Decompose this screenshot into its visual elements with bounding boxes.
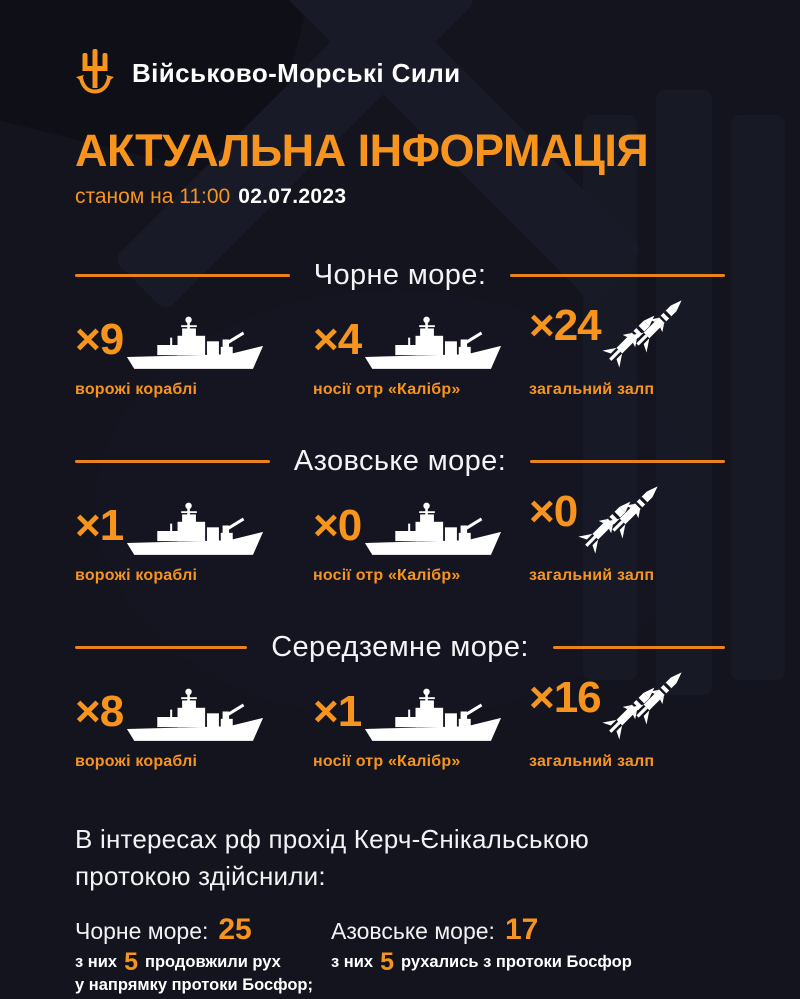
count-value: ×16	[529, 673, 602, 723]
stat-label: носії отр «Калібр»	[313, 752, 461, 770]
passage-detail-line2: у напрямку протоки Босфор;	[75, 976, 313, 995]
stat-kalibr-carriers: ×4 носії отр «Калібр»	[313, 298, 529, 399]
count-value: ×1	[75, 501, 124, 551]
stat-total-salvo: ×24 загальний залп	[529, 298, 725, 399]
passage-detail: продовжили рух	[144, 953, 281, 972]
kerch-heading: В інтересах рф прохід Керч-Єнікальською …	[75, 823, 589, 891]
section-title: Азовське море:	[293, 444, 507, 477]
warship-icon	[364, 316, 502, 374]
missiles-icon	[587, 290, 697, 374]
divider-line	[530, 459, 725, 463]
count-value: ×8	[75, 687, 124, 737]
count-value: ×9	[75, 315, 124, 365]
section-header-mediterranean-sea: Середземне море:	[75, 630, 726, 664]
stat-label: ворожі кораблі	[75, 380, 198, 398]
passage-detail: рухались з протоки Босфор	[400, 953, 632, 972]
stat-kalibr-carriers: ×0 носії отр «Калібр»	[313, 484, 529, 585]
org-name: Військово-Морські Сили	[132, 57, 461, 88]
section-title: Чорне море:	[313, 258, 487, 291]
kerch-column-azov-sea: Азовське море: 17 з них 5 рухались з про…	[331, 912, 725, 995]
divider-line	[510, 273, 726, 277]
count-value: ×0	[529, 487, 578, 537]
passage-total: 17	[504, 912, 539, 946]
sea-name: Чорне море:	[75, 917, 209, 944]
stats-row-black-sea: ×9 ворожі кораблі ×4 носії отр «Калібр» …	[75, 298, 725, 399]
stats-row-azov-sea: ×1 ворожі кораблі ×0 носії отр «Калібр» …	[75, 484, 725, 585]
stat-total-salvo: ×0 загальний залп	[529, 484, 725, 585]
passage-subcount: 5	[380, 948, 394, 977]
of-them-label: з них	[75, 953, 118, 972]
stat-kalibr-carriers: ×1 носії отр «Калібр»	[313, 670, 529, 771]
count-value: ×0	[313, 501, 362, 551]
divider-line	[75, 459, 270, 463]
stat-label: загальний залп	[529, 380, 655, 398]
sea-name: Азовське море:	[331, 917, 495, 944]
stats-row-mediterranean-sea: ×8 ворожі кораблі ×1 носії отр «Калібр» …	[75, 670, 725, 771]
stat-label: ворожі кораблі	[75, 752, 198, 770]
section-header-azov-sea: Азовське море:	[75, 445, 725, 478]
stat-label: носії отр «Калібр»	[313, 380, 461, 398]
warship-icon	[364, 688, 502, 746]
missiles-icon	[563, 476, 673, 560]
stat-label: носії отр «Калібр»	[313, 566, 461, 584]
stat-enemy-ships: ×1 ворожі кораблі	[75, 484, 313, 585]
report-date: 02.07.2023	[238, 184, 347, 208]
count-value: ×24	[529, 301, 602, 351]
divider-line	[552, 645, 726, 649]
stat-enemy-ships: ×9 ворожі кораблі	[75, 298, 313, 399]
kerch-passage-block: В інтересах рф прохід Керч-Єнікальською …	[75, 821, 725, 995]
missiles-icon	[587, 662, 697, 746]
count-value: ×4	[313, 315, 362, 365]
of-them-label: з них	[331, 953, 374, 972]
warship-icon	[126, 688, 264, 746]
section-header-black-sea: Чорне море:	[75, 258, 726, 292]
passage-subcount: 5	[124, 948, 138, 977]
kerch-columns: Чорне море: 25 з них 5 продовжили рух у …	[75, 912, 725, 995]
warship-icon	[126, 502, 264, 560]
passage-total: 25	[218, 912, 252, 946]
count-value: ×1	[313, 687, 362, 737]
kerch-column-black-sea: Чорне море: 25 з них 5 продовжили рух у …	[75, 912, 331, 995]
divider-line	[75, 273, 290, 277]
brand-header: Військово-Морські Сили	[75, 0, 725, 98]
page-title: АКТУАЛЬНА ІНФОРМАЦІЯ	[75, 125, 649, 176]
section-title: Середземне море:	[271, 630, 529, 663]
stat-label: загальний залп	[529, 752, 655, 770]
stat-label: ворожі кораблі	[75, 566, 198, 584]
warship-icon	[364, 502, 502, 560]
stat-enemy-ships: ×8 ворожі кораблі	[75, 670, 313, 771]
as-of-subtitle: станом на 11:00 02.07.2023	[75, 185, 725, 209]
stat-label: загальний залп	[529, 566, 655, 584]
navy-trident-anchor-icon	[75, 48, 115, 98]
stat-total-salvo: ×16 загальний залп	[529, 670, 725, 771]
as-of-time: станом на 11:00	[75, 184, 231, 208]
divider-line	[75, 645, 248, 649]
warship-icon	[126, 316, 264, 374]
